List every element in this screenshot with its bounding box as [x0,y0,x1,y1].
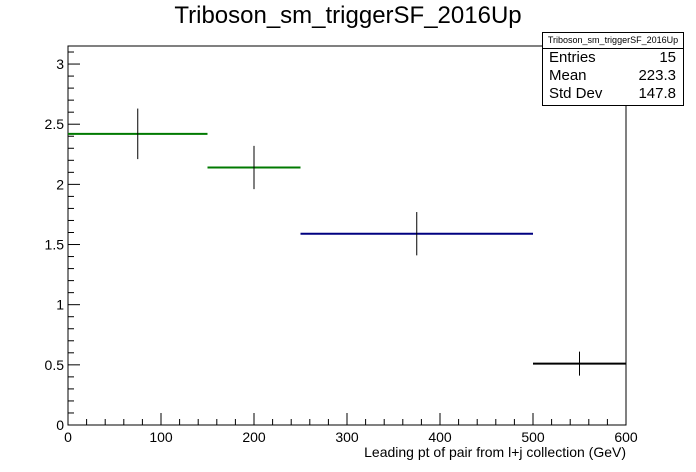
stats-mean-row: Mean 223.3 [543,67,683,85]
x-tick-label: 200 [242,429,266,445]
y-tick-label: 1.5 [45,237,65,253]
stats-std-row: Std Dev 147.8 [543,85,683,103]
y-tick-label: 3 [56,56,64,72]
y-tick-label: 2.5 [45,116,65,132]
stats-box: Triboson_sm_triggerSF_2016Up Entries 15 … [542,32,684,106]
y-tick-label: 0 [56,417,64,433]
stats-std-label: Std Dev [549,85,603,102]
stats-std-value: 147.8 [638,85,676,102]
stats-box-title: Triboson_sm_triggerSF_2016Up [543,33,683,49]
y-tick-label: 0.5 [45,357,65,373]
stats-entries-value: 15 [659,49,676,66]
x-tick-label: 400 [428,429,452,445]
x-axis-label: Leading pt of pair from l+j collection (… [364,444,626,460]
stats-entries-label: Entries [549,49,596,66]
x-tick-label: 0 [64,429,72,445]
y-tick-label: 1 [56,297,64,313]
x-tick-label: 600 [614,429,638,445]
x-tick-label: 100 [149,429,173,445]
x-tick-label: 500 [521,429,545,445]
stats-entries-row: Entries 15 [543,49,683,67]
stats-mean-value: 223.3 [638,67,676,84]
x-tick-label: 300 [335,429,359,445]
chart-title: Triboson_sm_triggerSF_2016Up [174,2,522,29]
y-tick-label: 2 [56,176,64,192]
stats-mean-label: Mean [549,67,587,84]
